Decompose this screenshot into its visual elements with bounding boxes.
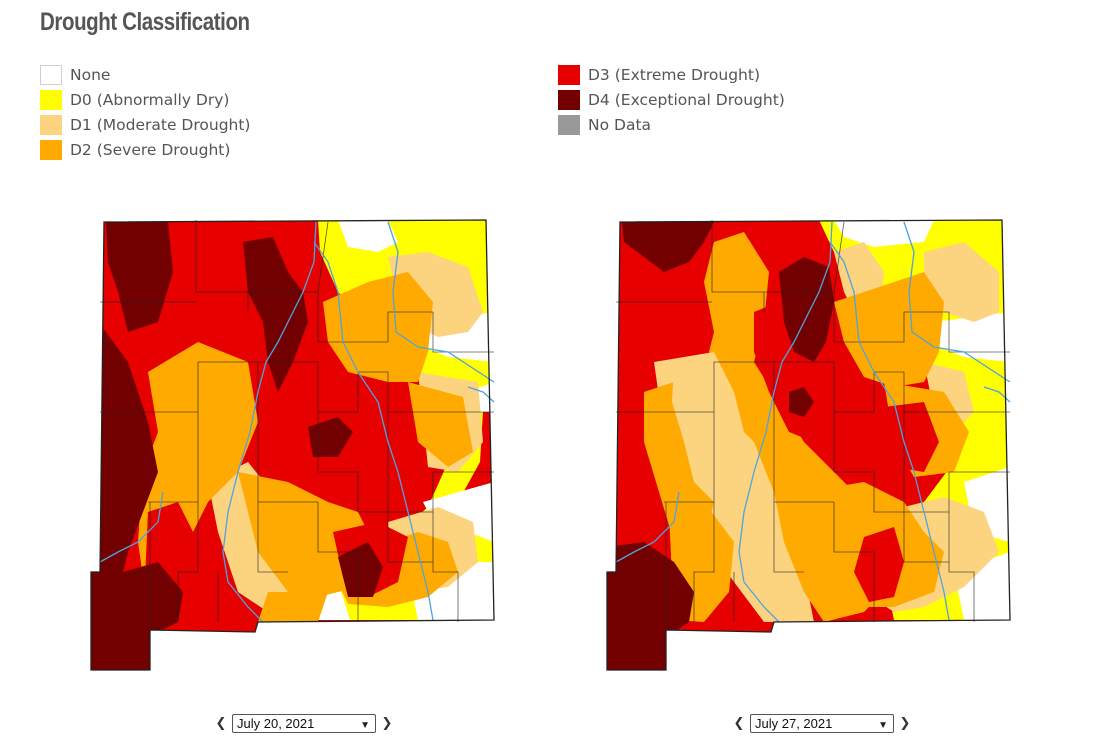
drought-zone-d4 <box>308 417 353 457</box>
chevron-right-icon[interactable]: ❯ <box>899 715 911 731</box>
legend-swatch <box>558 64 580 85</box>
date-select-right[interactable]: July 27, 2021 ▼ <box>750 713 894 733</box>
legend-label: D2 (Severe Drought) <box>70 140 231 159</box>
chevron-down-icon: ▼ <box>360 719 370 731</box>
legend-item-d3: D3 (Extreme Drought) <box>558 62 785 87</box>
county-boundaries <box>616 220 1010 622</box>
legend-label: No Data <box>588 115 652 134</box>
legend-item-d1: D1 (Moderate Drought) <box>40 112 250 137</box>
drought-map-july-27[interactable] <box>604 212 1024 682</box>
drought-zone-d4 <box>106 222 173 332</box>
legend-item-no-data: No Data <box>558 112 785 137</box>
date-select-value: July 27, 2021 <box>755 715 833 731</box>
drought-zone-d4 <box>91 562 183 670</box>
drought-zone-none <box>423 482 494 542</box>
state-outline <box>606 219 1011 671</box>
drought-zone-d4 <box>243 237 308 392</box>
drought-zone-d1 <box>672 352 744 502</box>
date-nav-left: ❮ July 20, 2021 ▼ ❯ <box>212 712 396 734</box>
page-title: Drought Classification <box>40 8 250 36</box>
drought-zone-none <box>834 220 934 247</box>
drought-zone-none <box>338 220 398 252</box>
rivers <box>615 221 1011 623</box>
drought-zone-d2 <box>408 382 473 467</box>
legend-swatch <box>40 114 62 135</box>
rivers <box>99 221 495 623</box>
drought-zone-d4 <box>622 222 714 272</box>
chevron-left-icon[interactable]: ❮ <box>215 715 227 731</box>
chevron-down-icon: ▼ <box>878 719 888 731</box>
legend-swatch <box>558 89 580 110</box>
date-select-value: July 20, 2021 <box>237 715 315 731</box>
legend-item-none: None <box>40 62 250 87</box>
drought-zone-none <box>934 312 1010 362</box>
legend-swatch <box>558 114 580 135</box>
state-outline <box>90 219 495 671</box>
legend-label: D0 (Abnormally Dry) <box>70 90 230 109</box>
legend-right: D3 (Extreme Drought) D4 (Exceptional Dro… <box>558 62 785 137</box>
legend-item-d4: D4 (Exceptional Drought) <box>558 87 785 112</box>
legend-left: None D0 (Abnormally Dry) D1 (Moderate Dr… <box>40 62 250 162</box>
legend-swatch <box>40 139 62 160</box>
legend-item-d0: D0 (Abnormally Dry) <box>40 87 250 112</box>
drought-zone-d4 <box>789 387 814 417</box>
legend-label: D1 (Moderate Drought) <box>70 115 251 134</box>
chevron-left-icon[interactable]: ❮ <box>733 715 745 731</box>
legend-swatch <box>40 89 62 110</box>
drought-zone-d4 <box>91 312 158 652</box>
chevron-right-icon[interactable]: ❯ <box>381 715 393 731</box>
legend-label: D3 (Extreme Drought) <box>588 65 761 84</box>
legend-swatch <box>40 64 62 85</box>
date-select-left[interactable]: July 20, 2021 ▼ <box>232 713 376 733</box>
county-boundaries <box>100 220 494 622</box>
drought-zone-d3 <box>854 527 904 602</box>
drought-zone-d4 <box>338 542 383 597</box>
legend-label: D4 (Exceptional Drought) <box>588 90 785 109</box>
legend-item-d2: D2 (Severe Drought) <box>40 137 250 162</box>
drought-zone-d2 <box>323 272 433 382</box>
drought-zone-d2 <box>834 272 944 387</box>
legend-label: None <box>70 65 111 84</box>
date-nav-right: ❮ July 27, 2021 ▼ ❯ <box>730 712 914 734</box>
drought-zone-d4 <box>779 257 834 362</box>
drought-map-july-20[interactable] <box>88 212 508 682</box>
drought-zone-d2 <box>258 592 328 622</box>
